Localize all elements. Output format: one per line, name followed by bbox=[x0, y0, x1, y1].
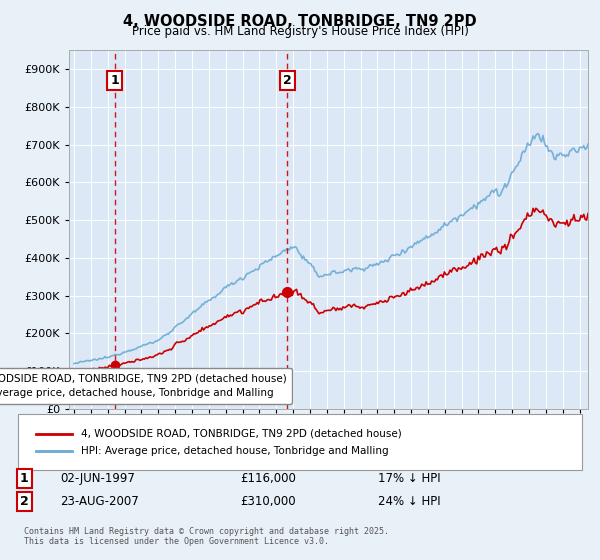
Text: 17% ↓ HPI: 17% ↓ HPI bbox=[378, 472, 440, 486]
Legend: 4, WOODSIDE ROAD, TONBRIDGE, TN9 2PD (detached house), HPI: Average price, detac: 4, WOODSIDE ROAD, TONBRIDGE, TN9 2PD (de… bbox=[0, 368, 292, 404]
Text: 1: 1 bbox=[110, 74, 119, 87]
Text: 2: 2 bbox=[283, 74, 292, 87]
Text: Contains HM Land Registry data © Crown copyright and database right 2025.
This d: Contains HM Land Registry data © Crown c… bbox=[24, 526, 389, 546]
Text: 2: 2 bbox=[20, 494, 28, 508]
Text: 4, WOODSIDE ROAD, TONBRIDGE, TN9 2PD: 4, WOODSIDE ROAD, TONBRIDGE, TN9 2PD bbox=[123, 14, 477, 29]
Text: HPI: Average price, detached house, Tonbridge and Malling: HPI: Average price, detached house, Tonb… bbox=[81, 446, 389, 456]
Text: 02-JUN-1997: 02-JUN-1997 bbox=[60, 472, 135, 486]
Text: 23-AUG-2007: 23-AUG-2007 bbox=[60, 494, 139, 508]
Text: 4, WOODSIDE ROAD, TONBRIDGE, TN9 2PD (detached house): 4, WOODSIDE ROAD, TONBRIDGE, TN9 2PD (de… bbox=[81, 429, 402, 439]
Text: 24% ↓ HPI: 24% ↓ HPI bbox=[378, 494, 440, 508]
Text: £116,000: £116,000 bbox=[240, 472, 296, 486]
Text: £310,000: £310,000 bbox=[240, 494, 296, 508]
Text: Price paid vs. HM Land Registry's House Price Index (HPI): Price paid vs. HM Land Registry's House … bbox=[131, 25, 469, 38]
Text: 1: 1 bbox=[20, 472, 28, 486]
